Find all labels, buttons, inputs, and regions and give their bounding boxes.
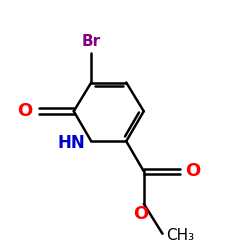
Text: O: O: [134, 205, 149, 223]
Text: O: O: [185, 162, 200, 180]
Text: HN: HN: [57, 134, 85, 152]
Text: Br: Br: [82, 34, 101, 49]
Text: CH₃: CH₃: [166, 228, 194, 242]
Text: O: O: [17, 102, 32, 120]
